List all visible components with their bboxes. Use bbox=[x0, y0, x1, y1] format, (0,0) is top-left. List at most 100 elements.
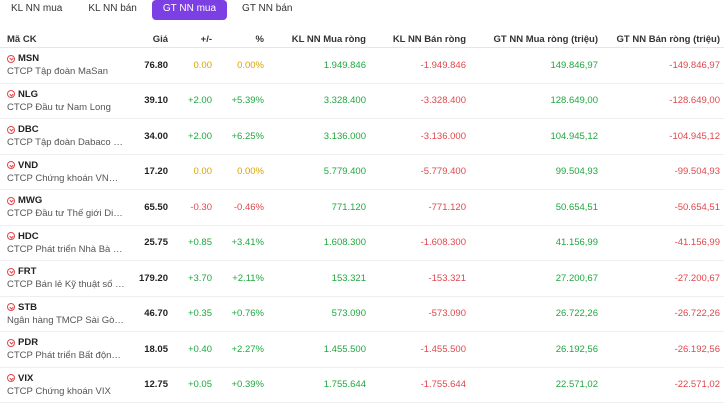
table-row[interactable]: STB Ngân hàng TMCP Sài Gòn ... 46.70 +0.35 +… bbox=[0, 296, 724, 332]
col-header-gt-mua[interactable]: GT NN Mua ròng (triệu) bbox=[470, 32, 602, 48]
tab-gt-nn-ban[interactable]: GT NN bán bbox=[242, 3, 293, 14]
kl-mua-cell: 1.455.500 bbox=[268, 331, 370, 368]
stock-cell[interactable]: NLG CTCP Đầu tư Nam Long bbox=[0, 83, 132, 119]
table-row[interactable]: NLG CTCP Đầu tư Nam Long 39.10 +2.00 +5.39% 3… bbox=[0, 83, 724, 119]
table-row[interactable]: VIX CTCP Chứng khoán VIX 12.75 +0.05 +0.39% 1… bbox=[0, 367, 724, 403]
pct-cell: +2.27% bbox=[216, 331, 268, 368]
tab-kl-nn-mua[interactable]: KL NN mua bbox=[11, 3, 63, 14]
company-name: CTCP Đầu tư Thế giới Di độ... bbox=[7, 208, 125, 220]
stock-cell[interactable]: VIX CTCP Chứng khoán VIX bbox=[0, 367, 132, 403]
kl-ban-cell: -5.779.400 bbox=[370, 154, 470, 190]
stock-cell[interactable]: PDR CTCP Phát triển Bất động s... bbox=[0, 331, 132, 368]
pct-cell: 0.00% bbox=[216, 47, 268, 84]
tab-gt-nn-mua[interactable]: GT NN mua bbox=[151, 0, 228, 20]
tab-kl-nn-ban[interactable]: KL NN bán bbox=[88, 3, 137, 14]
price-cell: 39.10 bbox=[132, 83, 172, 119]
table-row[interactable]: HDC CTCP Phát triển Nhà Bà Rịa... 25.75 +0.… bbox=[0, 225, 724, 261]
stock-cell[interactable]: MSN CTCP Tập đoàn MaSan bbox=[0, 47, 132, 84]
stock-code[interactable]: STB bbox=[18, 301, 37, 313]
pct-cell: 0.00% bbox=[216, 154, 268, 190]
col-header-pct[interactable]: % bbox=[216, 32, 268, 48]
kl-mua-cell: 1.949.846 bbox=[268, 47, 370, 84]
price-cell: 12.75 bbox=[132, 367, 172, 403]
col-header-change[interactable]: +/- bbox=[172, 32, 216, 48]
gt-ban-cell: -22.571,02 bbox=[602, 367, 724, 403]
change-cell: +0.35 bbox=[172, 296, 216, 332]
gt-mua-cell: 26.192,56 bbox=[470, 331, 602, 368]
price-cell: 34.00 bbox=[132, 118, 172, 155]
table-row[interactable]: MSN CTCP Tập đoàn MaSan 76.80 0.00 0.00% 1.94… bbox=[0, 47, 724, 84]
company-name: CTCP Tập đoàn MaSan bbox=[7, 66, 109, 78]
chevron-down-circle-icon bbox=[7, 125, 15, 134]
company-name: Ngân hàng TMCP Sài Gòn ... bbox=[7, 314, 125, 326]
gt-mua-cell: 26.722,26 bbox=[470, 296, 602, 332]
gt-mua-cell: 27.200,67 bbox=[470, 260, 602, 297]
stock-cell[interactable]: MWG CTCP Đầu tư Thế giới Di độ... bbox=[0, 189, 132, 226]
kl-ban-cell: -1.949.846 bbox=[370, 47, 470, 84]
kl-ban-cell: -153.321 bbox=[370, 260, 470, 297]
stock-cell[interactable]: VND CTCP Chứng khoán VNDIR... bbox=[0, 154, 132, 190]
stock-code[interactable]: VIX bbox=[18, 372, 34, 384]
stock-cell[interactable]: DBC CTCP Tập đoàn Dabaco Vi... bbox=[0, 118, 132, 155]
company-name: CTCP Bán lẻ Kỹ thuật số FPT bbox=[7, 279, 125, 291]
kl-ban-cell: -3.328.400 bbox=[370, 83, 470, 119]
col-header-price[interactable]: Giá bbox=[132, 32, 172, 48]
kl-ban-cell: -573.090 bbox=[370, 296, 470, 332]
pct-cell: +3.41% bbox=[216, 225, 268, 261]
stock-code-line: MWG bbox=[7, 195, 128, 206]
stock-code[interactable]: NLG bbox=[18, 88, 39, 100]
kl-mua-cell: 5.779.400 bbox=[268, 154, 370, 190]
change-cell: +0.85 bbox=[172, 225, 216, 261]
gt-ban-cell: -128.649,00 bbox=[602, 83, 724, 119]
price-cell: 25.75 bbox=[132, 225, 172, 261]
col-header-gt-ban[interactable]: GT NN Bán ròng (triệu) bbox=[602, 32, 724, 48]
table-row[interactable]: VND CTCP Chứng khoán VNDIR... 17.20 0.00 0.0… bbox=[0, 154, 724, 190]
change-cell: 0.00 bbox=[172, 154, 216, 190]
kl-ban-cell: -1.755.644 bbox=[370, 367, 470, 403]
table-row[interactable]: MWG CTCP Đầu tư Thế giới Di độ... 65.50 -0.… bbox=[0, 189, 724, 226]
kl-mua-cell: 573.090 bbox=[268, 296, 370, 332]
price-cell: 17.20 bbox=[132, 154, 172, 190]
tab-bar: KL NN mua KL NN bán GT NN mua GT NN bán bbox=[0, 0, 724, 32]
change-cell: +3.70 bbox=[172, 260, 216, 297]
change-cell: -0.30 bbox=[172, 189, 216, 226]
price-cell: 65.50 bbox=[132, 189, 172, 226]
table-row[interactable]: FRT CTCP Bán lẻ Kỹ thuật số FPT 179.20 +3.7… bbox=[0, 260, 724, 297]
gt-ban-cell: -26.192,56 bbox=[602, 331, 724, 368]
pct-cell: +0.76% bbox=[216, 296, 268, 332]
chevron-down-circle-icon bbox=[7, 161, 15, 170]
pct-cell: +6.25% bbox=[216, 118, 268, 155]
col-header-kl-mua[interactable]: KL NN Mua ròng bbox=[268, 32, 370, 48]
stock-code[interactable]: PDR bbox=[18, 337, 39, 349]
stock-code[interactable]: MWG bbox=[18, 195, 43, 207]
col-header-kl-ban[interactable]: KL NN Bán ròng bbox=[370, 32, 470, 48]
gt-mua-cell: 50.654,51 bbox=[470, 189, 602, 226]
chevron-down-circle-icon bbox=[7, 267, 15, 276]
stock-code[interactable]: DBC bbox=[18, 124, 39, 136]
gt-mua-cell: 128.649,00 bbox=[470, 83, 602, 119]
gt-ban-cell: -149.846,97 bbox=[602, 47, 724, 84]
change-cell: 0.00 bbox=[172, 47, 216, 84]
pct-cell: -0.46% bbox=[216, 189, 268, 226]
chevron-down-circle-icon bbox=[7, 374, 15, 383]
col-header-code[interactable]: Mã CK bbox=[0, 32, 132, 48]
kl-ban-cell: -771.120 bbox=[370, 189, 470, 226]
stock-code-line: MSN bbox=[7, 53, 128, 64]
chevron-down-circle-icon bbox=[7, 54, 15, 63]
change-cell: +0.40 bbox=[172, 331, 216, 368]
stock-code[interactable]: HDC bbox=[18, 230, 39, 242]
stock-cell[interactable]: STB Ngân hàng TMCP Sài Gòn ... bbox=[0, 296, 132, 332]
gt-ban-cell: -26.722,26 bbox=[602, 296, 724, 332]
stock-cell[interactable]: HDC CTCP Phát triển Nhà Bà Rịa... bbox=[0, 225, 132, 261]
chevron-down-circle-icon bbox=[7, 196, 15, 205]
stock-code[interactable]: FRT bbox=[18, 266, 37, 278]
stock-cell[interactable]: FRT CTCP Bán lẻ Kỹ thuật số FPT bbox=[0, 260, 132, 297]
gt-mua-cell: 41.156,99 bbox=[470, 225, 602, 261]
kl-mua-cell: 1.608.300 bbox=[268, 225, 370, 261]
stock-code[interactable]: MSN bbox=[18, 53, 40, 65]
table-row[interactable]: DBC CTCP Tập đoàn Dabaco Vi... 34.00 +2.00 +… bbox=[0, 118, 724, 155]
stock-code[interactable]: VND bbox=[18, 159, 39, 171]
gt-ban-cell: -99.504,93 bbox=[602, 154, 724, 190]
table-row[interactable]: PDR CTCP Phát triển Bất động s... 18.05 +0.… bbox=[0, 331, 724, 368]
table-header-row: Mã CK Giá +/- % KL NN Mua ròng KL NN Bán… bbox=[0, 32, 724, 48]
